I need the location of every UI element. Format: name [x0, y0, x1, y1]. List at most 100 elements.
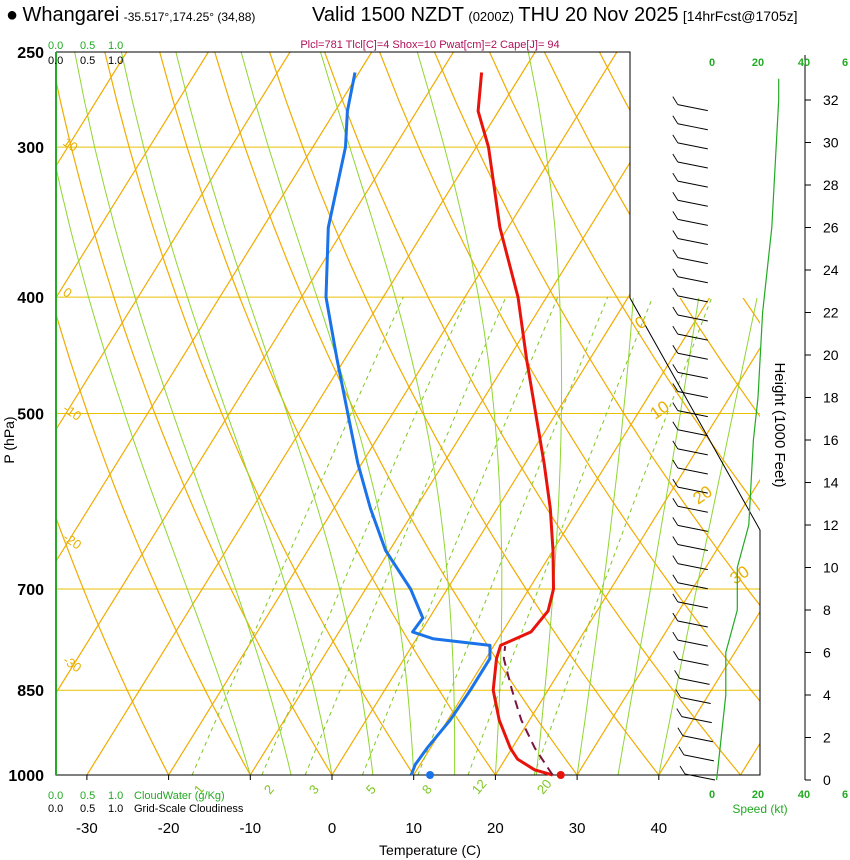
mixing-ratio-label: 12	[469, 776, 490, 797]
speed-bottom-tick: 20	[752, 789, 764, 801]
wind-barb-flag	[677, 727, 684, 736]
stability-indices: Plcl=781 Tlcl[C]=4 Shox=10 Pwat[cm]=2 Ca…	[300, 39, 559, 51]
wind-barb-shaft	[677, 620, 708, 628]
wind-barb-flag	[676, 708, 683, 717]
isotherm-line	[576, 52, 760, 775]
isotherm-line	[56, 52, 209, 775]
cloudiness-label: Grid-Scale Cloudiness	[134, 803, 244, 815]
wind-barb-shaft	[677, 467, 708, 475]
wind-barb-shaft	[677, 582, 708, 590]
valid-utc: (0200Z)	[468, 9, 514, 24]
height-tick-label: 14	[823, 475, 839, 491]
height-tick-label: 28	[823, 177, 839, 193]
wind-barb-flag	[672, 153, 679, 163]
wind-barb-shaft	[677, 448, 708, 456]
wind-barb-flag	[672, 96, 679, 105]
wind-barb-flag	[672, 517, 679, 526]
wind-barb-shaft	[679, 677, 710, 685]
isotherm-label-right: 20	[689, 482, 715, 508]
wind-barb-shaft	[677, 429, 708, 437]
wind-barb-shaft	[677, 238, 708, 245]
moist-adiabat	[175, 52, 374, 775]
cloudwater-top-tick: 1.0	[108, 40, 123, 52]
isotherm-line	[56, 52, 373, 775]
moist-adiabat	[416, 52, 503, 775]
x-tick-label: 20	[487, 820, 504, 837]
height-tick-label: 0	[823, 772, 831, 788]
height-tick-label: 4	[823, 687, 831, 703]
wind-barb-flag	[672, 631, 679, 641]
dry-adiabat	[214, 52, 578, 775]
wind-barb-flag	[672, 134, 679, 144]
height-tick-label: 6	[823, 645, 831, 661]
wind-barb-shaft	[680, 697, 711, 704]
wind-barb-shaft	[677, 601, 708, 609]
mixing-ratio-line	[467, 296, 654, 775]
moist-adiabat	[74, 52, 292, 775]
y-axis-label: P (hPa)	[1, 416, 17, 463]
wind-barb-shaft	[677, 180, 708, 188]
wind-barb-flag	[672, 249, 679, 258]
wind-barb-flag	[674, 670, 680, 679]
x-tick-label: 40	[650, 820, 667, 837]
isotherm-line	[249, 52, 700, 775]
wind-barb-flag	[672, 230, 679, 239]
pressure-tick-label: 1000	[8, 768, 44, 785]
isotherm-label: -10	[60, 401, 84, 424]
wind-barb-flag	[672, 306, 679, 316]
x-tick-label: -10	[239, 820, 261, 837]
speed-bottom-tick: 6	[842, 789, 848, 801]
cloudwater-label: CloudWater (g/Kg)	[134, 790, 225, 802]
wind-barb-flag	[672, 478, 679, 488]
wind-barb-shaft	[677, 371, 708, 379]
isotherm-line	[56, 52, 291, 775]
wind-barb-shaft	[677, 524, 708, 532]
height-tick-label: 16	[823, 432, 839, 448]
wind-barb-flag	[673, 651, 679, 660]
cloudwater-bottom-tick: 0.5	[80, 790, 95, 802]
wind-barb-flag	[672, 574, 679, 583]
mixing-ratio-line	[304, 296, 507, 775]
x-tick-label: 0	[328, 820, 336, 837]
dry-adiabat	[269, 52, 660, 775]
height-axis-label: Height (1000 Feet)	[771, 362, 788, 487]
x-tick-label: 10	[405, 820, 422, 837]
wind-barb-flag	[672, 536, 679, 545]
mixing-ratio-line	[417, 296, 609, 775]
wind-barb-shaft	[677, 544, 708, 551]
isotherm-line	[56, 52, 454, 775]
wind-barb-flag	[672, 211, 679, 220]
series-temperature-line	[476, 72, 555, 777]
wind-barb-shaft	[682, 735, 713, 743]
pressure-tick-label: 250	[17, 45, 44, 62]
moist-adiabat	[240, 52, 415, 775]
dry-adiabat	[433, 52, 760, 775]
plot-area	[56, 52, 760, 775]
mixing-ratio-label: 3	[306, 782, 322, 797]
height-tick-label: 30	[823, 135, 839, 151]
isotherm-line	[168, 52, 618, 775]
wind-barb-shaft	[677, 104, 708, 112]
wind-barb-flag	[679, 765, 686, 775]
wind-barb-shaft	[677, 142, 708, 150]
speed-top-tick: 0	[709, 57, 715, 69]
pressure-tick-label: 500	[17, 407, 44, 424]
wind-barb-flag	[672, 287, 679, 297]
wind-barb-shaft	[681, 716, 712, 724]
cloudiness-top-tick: 0.5	[80, 55, 95, 67]
cloudiness-bottom-tick: 1.0	[108, 803, 123, 815]
pressure-tick-label: 400	[17, 290, 44, 307]
height-tick-label: 20	[823, 347, 839, 363]
dry-adiabat	[324, 52, 741, 775]
mixing-ratio-line	[361, 296, 559, 775]
moist-adiabat	[527, 52, 563, 775]
pressure-tick-label: 700	[17, 582, 44, 599]
cloudiness-top-tick: 0.0	[48, 55, 63, 67]
wind-barb-shaft	[677, 314, 708, 322]
wind-barb-shaft	[678, 658, 709, 666]
cloudwater-top-tick: 0.5	[80, 40, 95, 52]
wind-barb-flag	[672, 555, 679, 564]
wind-barb-flag	[672, 364, 679, 373]
wind-barb-flag	[672, 402, 679, 411]
